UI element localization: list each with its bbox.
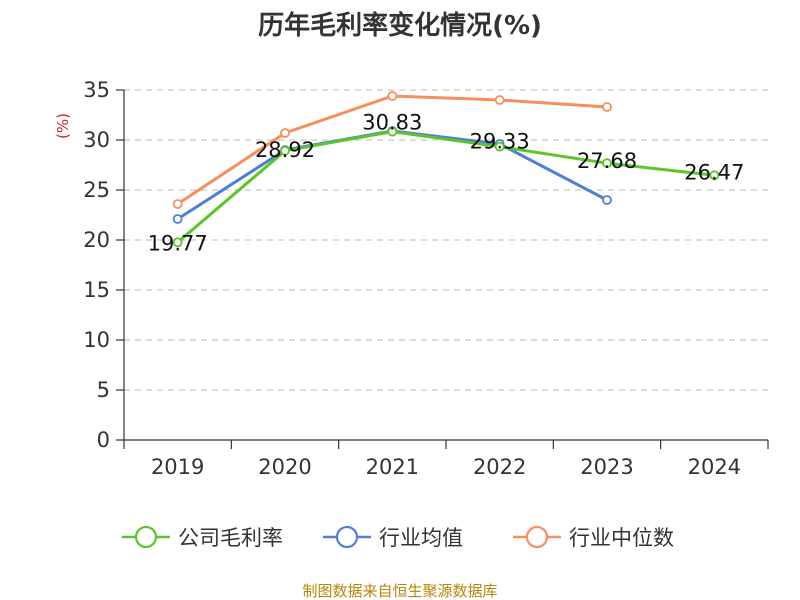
source-note: 制图数据来自恒生聚源数据库 <box>302 582 497 600</box>
data-point[interactable] <box>387 126 398 137</box>
axes: 0 5 10 15 20 25 30 35 2019 2020 2021 2022 2023 2024 <box>83 78 769 479</box>
y-tick-label: 30 <box>83 128 110 152</box>
data-label: 29.33 <box>470 130 530 154</box>
legend-label: 公司毛利率 <box>178 526 283 550</box>
x-tick-label: 2019 <box>151 455 204 479</box>
data-point[interactable] <box>172 199 183 209</box>
data-point[interactable] <box>172 214 183 224</box>
data-point[interactable] <box>280 145 290 156</box>
legend-label: 行业中位数 <box>569 526 674 550</box>
legend-marker <box>525 525 549 549</box>
y-tick-label: 20 <box>83 228 110 252</box>
y-tick-label: 0 <box>97 428 110 452</box>
x-tick-label: 2023 <box>580 455 633 479</box>
y-tick-label: 35 <box>83 78 110 102</box>
data-point[interactable] <box>494 95 505 105</box>
chart-title: 历年毛利率变化情况(%) <box>258 10 542 41</box>
x-tick-label: 2021 <box>366 455 419 479</box>
legend[interactable]: 公司毛利率 行业均值 行业中位数 <box>122 525 674 550</box>
legend-label: 行业均值 <box>379 526 463 550</box>
series-line <box>176 130 715 244</box>
legend-item[interactable]: 公司毛利率 <box>122 525 283 550</box>
data-label: 28.92 <box>255 138 315 162</box>
x-tick-label: 2024 <box>688 455 741 479</box>
series-line <box>176 129 608 221</box>
data-point[interactable] <box>387 91 398 101</box>
legend-marker <box>134 525 158 549</box>
data-point[interactable] <box>602 195 612 205</box>
data-point[interactable] <box>602 158 612 169</box>
data-point[interactable] <box>280 128 290 138</box>
y-tick-label: 5 <box>97 378 110 402</box>
data-point[interactable] <box>602 102 612 112</box>
y-tick-label: 15 <box>83 278 110 302</box>
y-tick-label: 10 <box>83 328 110 352</box>
x-tick-label: 2020 <box>258 455 311 479</box>
series-group <box>172 91 720 248</box>
grid <box>124 89 768 391</box>
data-point[interactable] <box>494 141 505 152</box>
x-tick-label: 2022 <box>473 455 526 479</box>
data-label: 26.47 <box>684 160 744 184</box>
data-point[interactable] <box>709 170 720 181</box>
legend-item[interactable]: 行业均值 <box>323 525 463 550</box>
legend-marker <box>335 525 359 549</box>
legend-item[interactable]: 行业中位数 <box>513 525 674 550</box>
y-axis-label: (%) <box>54 113 72 139</box>
data-point[interactable] <box>172 237 183 248</box>
data-label: 27.68 <box>577 149 637 173</box>
data-label: 19.77 <box>148 231 208 255</box>
y-tick-label: 25 <box>83 178 110 202</box>
data-label: 30.83 <box>362 111 422 135</box>
data-labels: 19.77 28.92 30.83 29.33 27.68 26.47 <box>148 111 745 256</box>
